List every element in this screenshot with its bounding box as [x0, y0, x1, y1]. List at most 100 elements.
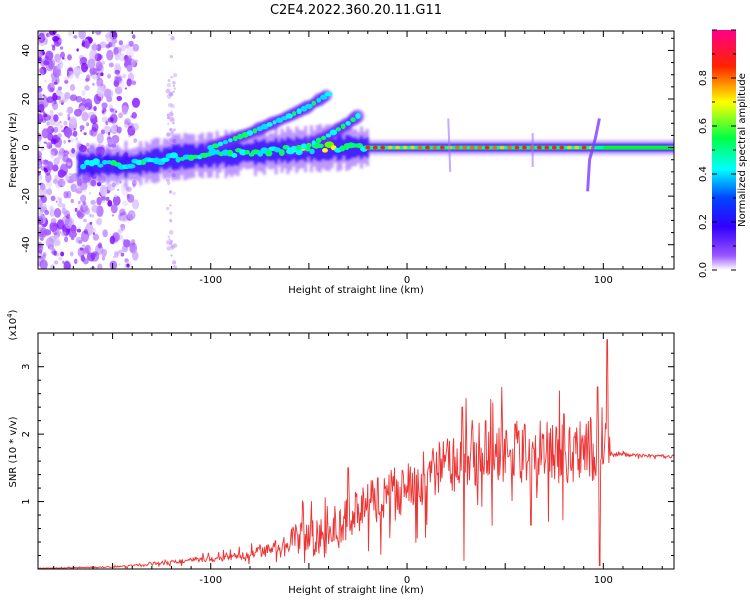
noise-speckle [57, 123, 64, 133]
noise-speckle [57, 133, 62, 138]
noise-speckle [75, 187, 83, 194]
noise-speckle [43, 60, 50, 66]
noise-speckle [118, 263, 121, 266]
signal-core-blob [278, 149, 285, 157]
noise-speckle [38, 171, 41, 176]
noise-speckle [172, 84, 176, 88]
noise-speckle [107, 138, 114, 145]
signal-branch-blob [285, 113, 293, 119]
noise-speckle [132, 250, 139, 261]
noise-speckle [123, 120, 130, 129]
noise-speckle [54, 121, 61, 127]
signal-core-peak [395, 145, 401, 150]
noise-speckle [113, 121, 118, 126]
colorbar-ticks: 0.0 0.2 0.4 0.6 0.8 [698, 29, 736, 278]
noise-speckle [78, 200, 81, 205]
noise-speckle [101, 194, 106, 202]
noise-speckle [169, 116, 175, 122]
signal-core-peak [581, 145, 587, 150]
signal-halo-cell [236, 140, 240, 166]
noise-speckle [111, 42, 116, 48]
noise-speckle [165, 88, 171, 94]
signal-core-peak [477, 145, 483, 150]
noise-speckle [110, 124, 118, 133]
noise-speckle [40, 215, 46, 225]
snr-x-tick-labels: -100 0 100 [199, 575, 612, 586]
noise-speckle [81, 111, 89, 122]
noise-speckle [166, 178, 170, 183]
noise-speckle [55, 79, 58, 83]
noise-speckle [109, 129, 112, 133]
noise-speckle [57, 178, 66, 188]
signal-core-peak [439, 145, 445, 150]
signal-core-blob [169, 152, 179, 159]
noise-speckle [121, 105, 129, 115]
noise-speckle [172, 90, 175, 94]
noise-speckle [126, 78, 132, 87]
noise-speckle [107, 131, 111, 136]
signal-branch-blob [211, 143, 220, 149]
spectrogram-x-tick-labels: -100 0 100 [199, 275, 612, 286]
signal-halo-cell [77, 152, 81, 177]
noise-speckle [118, 112, 123, 119]
noise-speckle [66, 263, 70, 268]
spectrogram-y-tick-labels: -40 -20 0 20 40 [21, 44, 32, 253]
noise-speckle [47, 58, 56, 70]
noise-speckle [38, 56, 43, 64]
noise-speckle [53, 157, 60, 166]
signal-branch-blob [335, 127, 342, 132]
noise-speckle [99, 184, 108, 197]
noise-speckle [168, 33, 171, 36]
noise-speckle [61, 207, 67, 215]
noise-speckle [96, 217, 103, 226]
noise-speckle [88, 247, 93, 253]
noise-speckle [49, 209, 55, 217]
noise-speckle [94, 53, 102, 62]
noise-speckle [63, 127, 73, 138]
noise-speckle [117, 188, 120, 191]
signal-core-peak [536, 145, 542, 150]
noise-speckle [39, 237, 44, 241]
y-tick-label: 0 [21, 144, 32, 150]
signal-halo-cell [336, 134, 340, 161]
noise-speckle [58, 39, 62, 43]
signal-core-blob [239, 149, 247, 156]
noise-speckle [38, 132, 42, 142]
signal-branch-blob [316, 97, 322, 103]
noise-speckle [69, 94, 78, 102]
noise-speckle [64, 174, 70, 181]
noise-speckle [120, 223, 126, 229]
y-tick-label: 3 [21, 364, 32, 370]
noise-speckle [70, 173, 80, 182]
noise-speckle [59, 120, 62, 124]
noise-speckle [172, 81, 176, 85]
noise-speckle [40, 145, 45, 152]
signal-branch-blob [266, 122, 273, 127]
noise-speckle [101, 255, 106, 261]
noise-speckle [170, 104, 175, 109]
snr-ticks [38, 333, 674, 569]
signal-core-peak [514, 145, 520, 150]
noise-speckle [100, 72, 104, 77]
noise-speckle [38, 155, 42, 162]
noise-speckle [67, 54, 72, 61]
noise-speckle [114, 194, 118, 198]
signal-core-peak [454, 145, 460, 150]
noise-speckle [53, 260, 59, 265]
y-tick-label: -20 [21, 188, 32, 204]
noise-speckle [71, 147, 76, 154]
noise-speckle [38, 241, 44, 253]
noise-speckle [89, 192, 92, 195]
noise-speckle [127, 210, 136, 221]
noise-speckle [56, 59, 64, 70]
noise-speckle [94, 252, 97, 255]
noise-speckle [84, 40, 90, 49]
noise-speckle [76, 210, 82, 218]
noise-speckle [50, 218, 57, 224]
noise-speckle [89, 48, 98, 62]
y-tick-label: 20 [21, 93, 32, 106]
y-tick-label: 1 [21, 498, 32, 504]
noise-speckle [73, 108, 82, 117]
signal-core-blob [125, 163, 136, 169]
